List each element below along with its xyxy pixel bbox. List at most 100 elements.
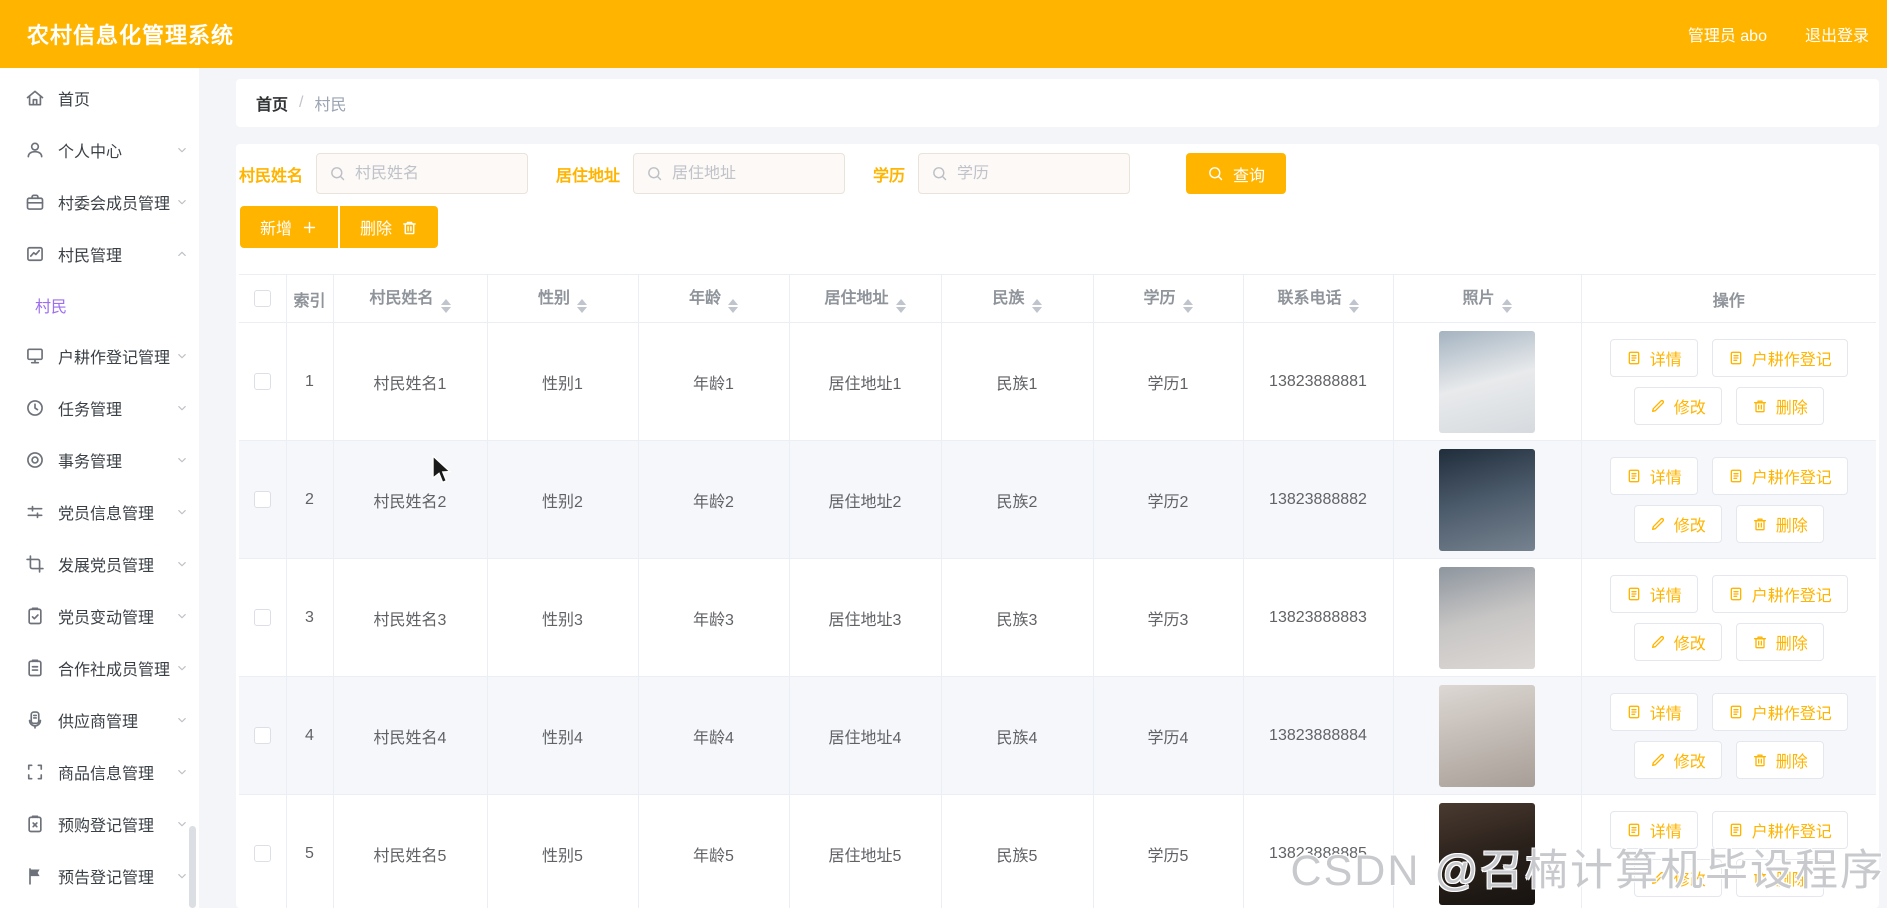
detail-button[interactable]: 详情 — [1609, 456, 1698, 495]
row-checkbox[interactable] — [253, 726, 271, 744]
detail-button[interactable]: 详情 — [1609, 692, 1698, 731]
sidebar-item-flag[interactable]: 预告登记管理 — [0, 850, 199, 902]
button-label: 修改 — [1673, 871, 1706, 889]
sort-carets-icon[interactable] — [895, 299, 906, 313]
villager-photo[interactable] — [1439, 684, 1535, 787]
button-label: 修改 — [1673, 635, 1706, 653]
address-input[interactable] — [672, 164, 833, 183]
row-checkbox[interactable] — [253, 844, 271, 862]
detail-button[interactable]: 详情 — [1609, 810, 1698, 849]
select-all-checkbox[interactable] — [253, 289, 271, 307]
delete-row-button[interactable]: 删除 — [1735, 622, 1824, 661]
pencil-icon — [1650, 634, 1666, 650]
cell-age: 年龄2 — [638, 440, 790, 559]
sidebar-item-sliders[interactable]: 党员信息管理 — [0, 486, 199, 538]
edit-button[interactable]: 修改 — [1633, 740, 1722, 779]
edit-button[interactable]: 修改 — [1633, 858, 1722, 897]
villager-photo[interactable] — [1439, 802, 1535, 905]
sidebar-item-brackets[interactable]: 商品信息管理 — [0, 746, 199, 798]
sort-carets-icon[interactable] — [1348, 299, 1359, 313]
logout-link[interactable]: 退出登录 — [1804, 28, 1869, 45]
toolbar: 新增 删除 — [240, 206, 1876, 248]
checkbox-cell — [239, 322, 287, 441]
sidebar-item-user[interactable]: 个人中心 — [0, 124, 199, 176]
clipboard-check-icon — [25, 606, 45, 626]
edit-button[interactable]: 修改 — [1633, 622, 1722, 661]
villager-photo[interactable] — [1439, 330, 1535, 433]
cell-education: 学历2 — [1093, 440, 1244, 559]
delete-row-button[interactable]: 删除 — [1735, 740, 1824, 779]
button-label: 详情 — [1649, 469, 1682, 487]
column-header-label: 村民姓名 — [369, 290, 434, 307]
detail-button[interactable]: 详情 — [1609, 338, 1698, 377]
chevron-down-icon — [175, 765, 189, 779]
add-button[interactable]: 新增 — [240, 206, 339, 248]
sidebar-item-crop[interactable]: 发展党员管理 — [0, 538, 199, 590]
delete-row-button[interactable]: 删除 — [1735, 504, 1824, 543]
sidebar-item-briefcase[interactable]: 村委会成员管理 — [0, 176, 199, 228]
row-checkbox[interactable] — [253, 490, 271, 508]
sidebar-item-clipboard[interactable]: 合作社成员管理 — [0, 642, 199, 694]
detail-button[interactable]: 详情 — [1609, 574, 1698, 613]
cell-age: 年龄5 — [638, 794, 790, 908]
clock-icon — [25, 398, 45, 418]
column-header[interactable]: 联系电话 — [1243, 274, 1394, 323]
edit-button[interactable]: 修改 — [1633, 504, 1722, 543]
row-checkbox[interactable] — [253, 608, 271, 626]
cell-index: 3 — [286, 558, 334, 677]
search-button[interactable]: 查询 — [1186, 153, 1287, 194]
sidebar-subitem-villager[interactable]: 村民 — [35, 299, 68, 316]
farming-register-button[interactable]: 户耕作登记 — [1711, 692, 1848, 731]
villager-name-input[interactable] — [355, 164, 516, 183]
farming-register-button[interactable]: 户耕作登记 — [1711, 456, 1848, 495]
sidebar-item-record-circle[interactable]: 事务管理 — [0, 434, 199, 486]
sort-carets-icon[interactable] — [728, 299, 738, 313]
column-header[interactable]: 年龄 — [638, 274, 790, 323]
villager-photo[interactable] — [1439, 448, 1535, 551]
column-header[interactable]: 学历 — [1093, 274, 1244, 323]
sidebar-item-home[interactable]: 首页 — [0, 72, 199, 124]
chevron-down-icon — [175, 609, 189, 623]
sidebar-item-badge[interactable]: 供应商管理 — [0, 694, 199, 746]
record-circle-icon — [25, 450, 45, 470]
app-header: 农村信息化管理系统 管理员 abo 退出登录 — [0, 0, 1887, 68]
sort-carets-icon[interactable] — [1182, 299, 1193, 313]
breadcrumb-home[interactable]: 首页 — [256, 97, 289, 114]
delete-button[interactable]: 删除 — [340, 206, 439, 248]
actions-cell: 详情 户耕作登记修改 删除 — [1581, 440, 1876, 559]
sidebar-scrollbar-thumb[interactable] — [189, 826, 196, 908]
button-label: 删除 — [1775, 753, 1808, 771]
column-header[interactable]: 照片 — [1393, 274, 1582, 323]
sidebar-item-trend-chart[interactable]: 村民管理 — [0, 228, 199, 280]
farming-register-button[interactable]: 户耕作登记 — [1711, 574, 1848, 613]
delete-row-button[interactable]: 删除 — [1735, 386, 1824, 425]
sidebar-item-clipboard-x[interactable]: 预购登记管理 — [0, 798, 199, 850]
villager-photo[interactable] — [1439, 566, 1535, 669]
chevron-down-icon — [175, 817, 189, 831]
farming-register-button[interactable]: 户耕作登记 — [1711, 338, 1848, 377]
sidebar-item-monitor[interactable]: 户耕作登记管理 — [0, 330, 199, 382]
sort-carets-icon[interactable] — [1501, 299, 1512, 313]
sidebar-item-clipboard-check[interactable]: 党员变动管理 — [0, 590, 199, 642]
edit-button[interactable]: 修改 — [1633, 386, 1722, 425]
doc-icon — [1728, 586, 1744, 602]
sort-carets-icon[interactable] — [577, 299, 587, 313]
column-header[interactable]: 村民姓名 — [333, 274, 488, 323]
photo-cell — [1393, 794, 1582, 908]
sort-carets-icon[interactable] — [440, 299, 451, 313]
trash-icon — [1752, 752, 1768, 768]
column-header[interactable]: 民族 — [941, 274, 1094, 323]
button-label: 详情 — [1649, 351, 1682, 369]
education-input[interactable] — [957, 164, 1118, 183]
photo-cell — [1393, 558, 1582, 677]
button-label: 修改 — [1673, 399, 1706, 417]
farming-register-button[interactable]: 户耕作登记 — [1711, 810, 1848, 849]
button-label: 删除 — [1775, 517, 1808, 535]
sidebar-item-clock[interactable]: 任务管理 — [0, 382, 199, 434]
column-header[interactable]: 性别 — [487, 274, 639, 323]
cell-index: 2 — [286, 440, 334, 559]
column-header[interactable]: 居住地址 — [789, 274, 942, 323]
sort-carets-icon[interactable] — [1031, 299, 1042, 313]
row-checkbox[interactable] — [253, 372, 271, 390]
delete-row-button[interactable]: 删除 — [1735, 858, 1824, 897]
